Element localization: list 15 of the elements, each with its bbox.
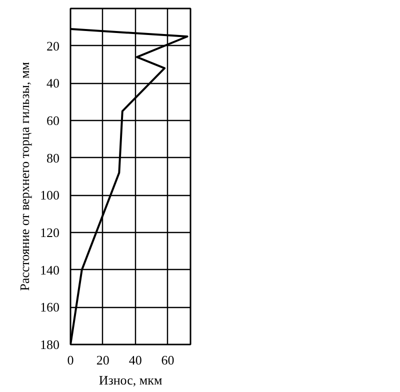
y-tick-label: 140: [40, 262, 60, 278]
x-tick-label: 20: [96, 352, 110, 368]
x-axis-title: Износ, мкм: [98, 372, 162, 388]
y-tick-label: 180: [40, 337, 60, 352]
y-tick-label: 40: [46, 76, 60, 91]
y-tick-label: 80: [46, 150, 60, 166]
x-tick-label: 0: [67, 352, 74, 368]
x-tick-label: 40: [128, 352, 142, 368]
y-tick-label: 60: [46, 113, 60, 128]
y-tick-label: 120: [40, 225, 60, 240]
y-tick-label: 20: [46, 38, 60, 54]
x-tick-label: 60: [161, 352, 174, 368]
y-tick-label: 100: [40, 188, 60, 203]
y-tick-label: 160: [40, 300, 60, 315]
y-axis-title: Расстояние от верхнего торца гильзы, мм: [17, 62, 32, 291]
